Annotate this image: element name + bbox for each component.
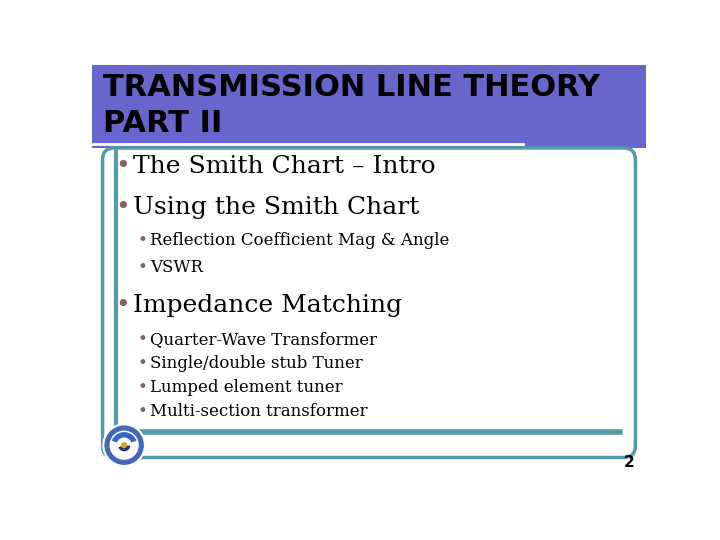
Text: •: •: [138, 331, 148, 348]
Text: •: •: [115, 155, 130, 178]
Text: Using the Smith Chart: Using the Smith Chart: [133, 195, 420, 219]
Text: VSWR: VSWR: [150, 259, 203, 276]
Text: Multi-section transformer: Multi-section transformer: [150, 403, 368, 420]
Text: Single/double stub Tuner: Single/double stub Tuner: [150, 355, 363, 372]
Text: The Smith Chart – Intro: The Smith Chart – Intro: [133, 155, 436, 178]
Text: •: •: [138, 259, 148, 276]
Text: •: •: [115, 294, 130, 316]
Circle shape: [117, 437, 132, 453]
Text: Quarter-Wave Transformer: Quarter-Wave Transformer: [150, 331, 377, 348]
Text: •: •: [138, 232, 148, 249]
Circle shape: [104, 424, 145, 466]
Wedge shape: [112, 432, 137, 445]
Text: •: •: [138, 355, 148, 372]
Text: PART II: PART II: [102, 110, 222, 138]
Bar: [102, 148, 636, 457]
Text: Reflection Coefficient Mag & Angle: Reflection Coefficient Mag & Angle: [150, 232, 450, 249]
Text: •: •: [115, 195, 130, 219]
Text: Lumped element tuner: Lumped element tuner: [150, 379, 343, 396]
Text: 2: 2: [624, 455, 634, 470]
Bar: [92, 65, 647, 148]
Text: TRANSMISSION LINE THEORY: TRANSMISSION LINE THEORY: [102, 72, 600, 102]
Circle shape: [121, 442, 127, 448]
Circle shape: [109, 430, 139, 460]
Text: •: •: [138, 403, 148, 420]
Wedge shape: [118, 445, 130, 451]
Text: Impedance Matching: Impedance Matching: [133, 294, 402, 316]
Text: •: •: [138, 379, 148, 396]
